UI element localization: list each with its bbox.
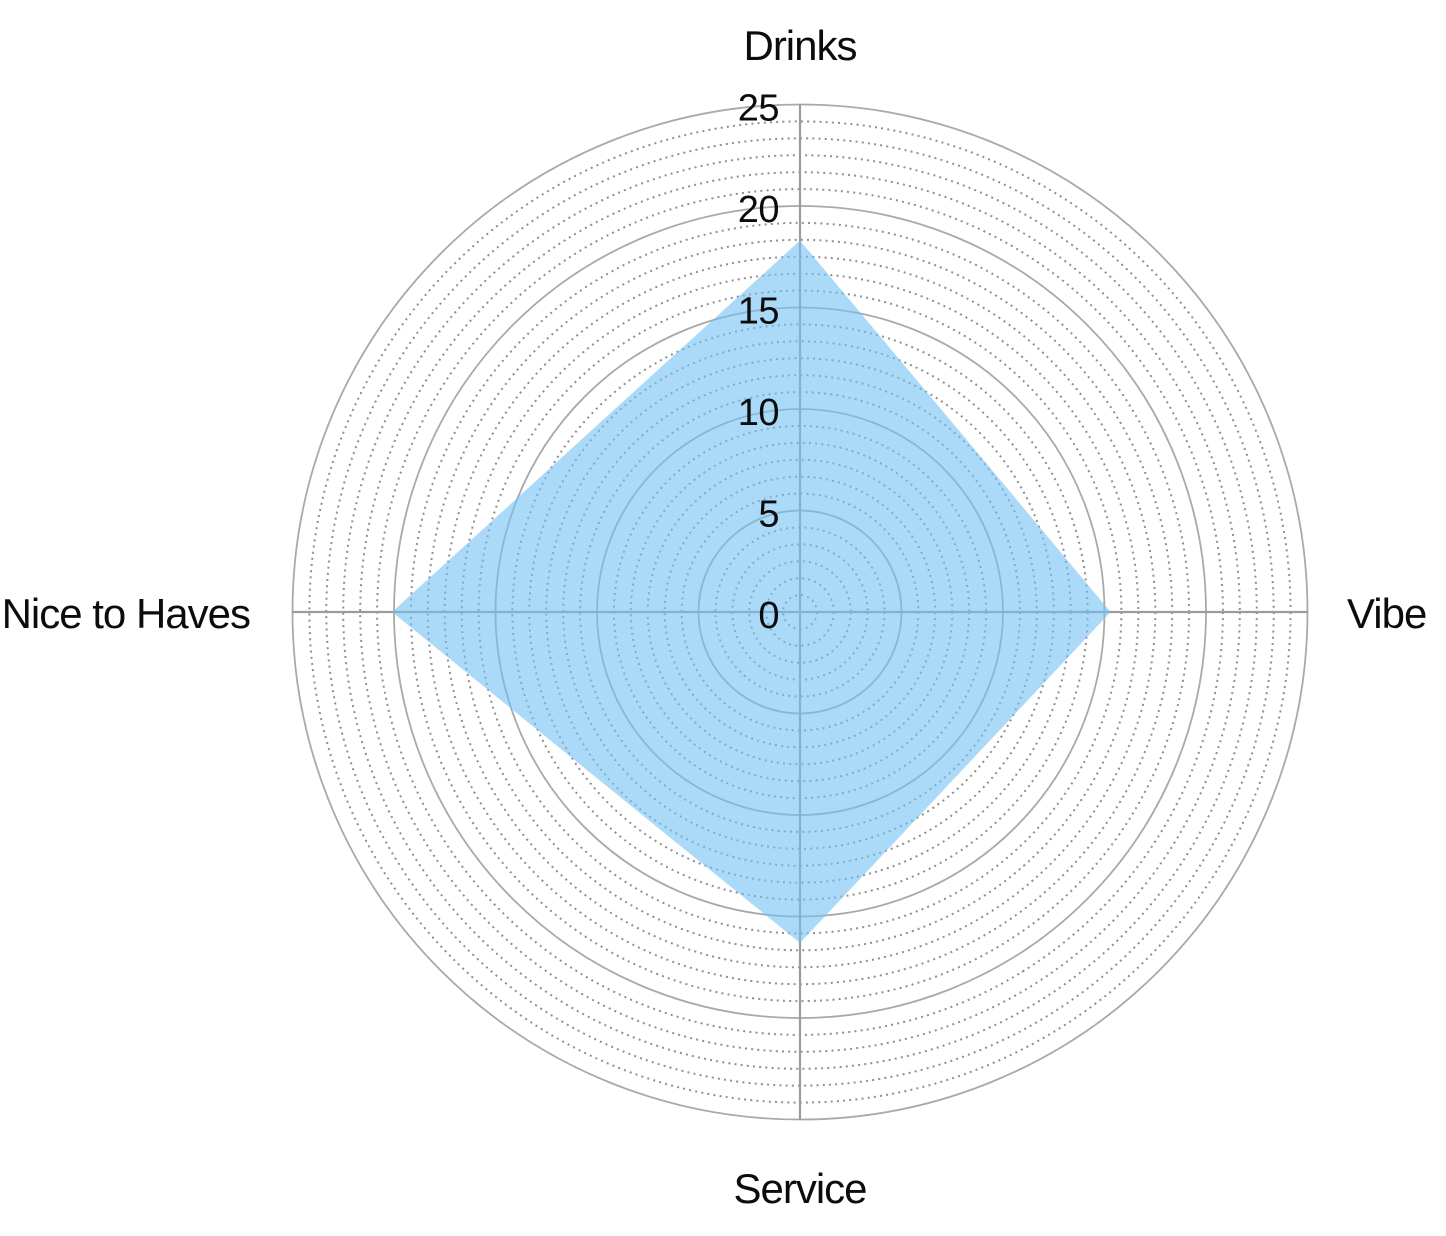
radial-tick-20: 20 [738, 189, 779, 231]
axis-label-nice-to-haves: Nice to Haves [2, 590, 250, 637]
axis-label-vibe: Vibe [1347, 590, 1426, 637]
radial-tick-15: 15 [738, 291, 779, 333]
radial-tick-0: 0 [758, 595, 779, 637]
radar-area [392, 240, 1111, 943]
radial-tick-5: 5 [758, 494, 779, 536]
axis-label-drinks: Drinks [743, 22, 856, 69]
axis-label-service: Service [733, 1165, 866, 1212]
radial-tick-25: 25 [738, 88, 779, 130]
radial-tick-labels: 0 5 10 15 20 25 [738, 88, 780, 638]
category-labels: Drinks Vibe Service Nice to Haves [2, 22, 1428, 1212]
radial-tick-10: 10 [738, 392, 779, 434]
